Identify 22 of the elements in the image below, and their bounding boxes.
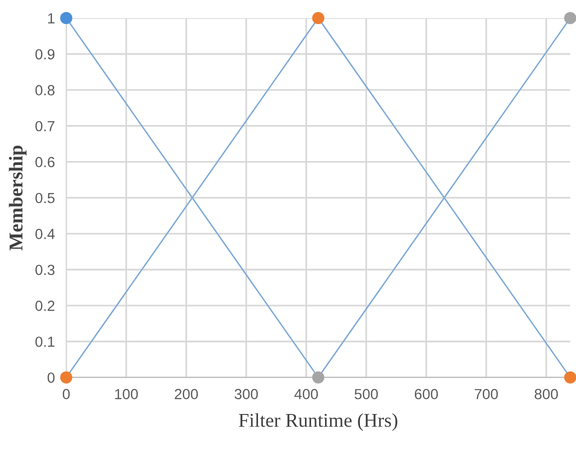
y-tick-label: 0.6: [35, 156, 54, 168]
x-tick-label: 800: [534, 388, 558, 400]
x-tick-label: 400: [294, 388, 318, 400]
x-tick-label: 0: [62, 388, 70, 400]
y-tick-label: 0.7: [35, 120, 54, 132]
y-tick-label: 0.1: [35, 336, 54, 347]
x-tick-label: 600: [414, 388, 438, 400]
y-tick-label: 0.8: [35, 85, 54, 96]
y-tick-label: 0.5: [35, 192, 55, 204]
y-tick-label: 1: [48, 13, 54, 24]
x-tick-label: 200: [174, 388, 198, 400]
y-tick-label: 0.4: [35, 228, 55, 240]
y-axis-title: Membership: [8, 146, 27, 250]
y-tick-label: 0.9: [35, 49, 54, 60]
x-tick-label: 300: [234, 388, 258, 400]
x-tick-label: 500: [354, 388, 378, 400]
x-axis-title: Filter Runtime (Hrs): [238, 413, 398, 431]
y-tick-label: 0.2: [35, 300, 54, 311]
x-tick-label: 700: [474, 388, 498, 400]
y-tick-label: 0.3: [35, 264, 54, 276]
y-tick-label: 0: [48, 372, 55, 383]
x-tick-label: 100: [115, 388, 138, 400]
